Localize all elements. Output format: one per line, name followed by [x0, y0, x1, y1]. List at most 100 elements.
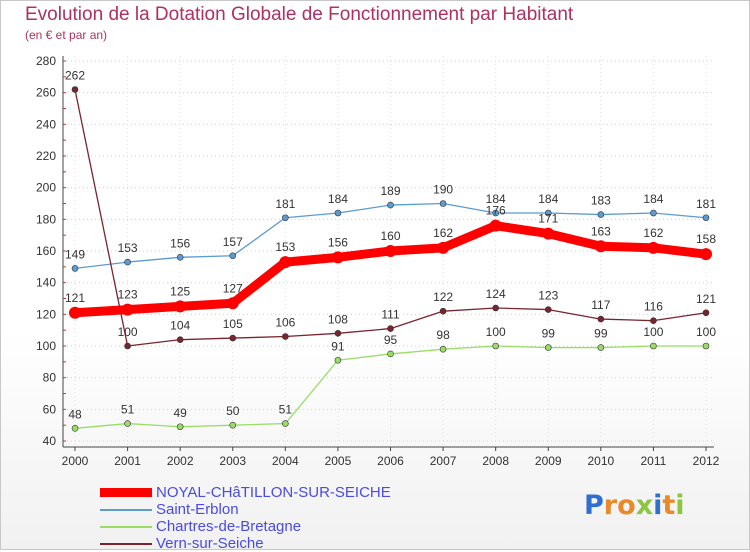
data-point [597, 344, 605, 351]
y-tick-label: 180 [36, 212, 56, 226]
data-point [489, 219, 502, 232]
data-point [384, 245, 397, 257]
data-point [174, 300, 187, 313]
data-label: 98 [436, 328, 450, 342]
legend-swatch [100, 508, 152, 511]
data-point [439, 200, 447, 207]
data-point [437, 241, 450, 254]
data-label: 262 [65, 69, 85, 83]
data-point [650, 317, 657, 324]
data-label: 99 [594, 327, 608, 341]
data-point [544, 209, 552, 217]
data-point [124, 342, 131, 350]
data-label: 121 [65, 291, 85, 305]
data-label: 156 [170, 236, 190, 250]
data-label: 95 [384, 333, 398, 347]
y-tick-label: 220 [36, 149, 56, 163]
data-point [492, 304, 499, 312]
data-label: 125 [170, 284, 190, 298]
data-label: 91 [331, 339, 345, 353]
data-label: 189 [380, 184, 400, 198]
data-point [647, 241, 660, 254]
legend-label: Saint-Erblon [156, 501, 239, 518]
data-label: 163 [591, 224, 611, 238]
data-label: 50 [226, 404, 240, 418]
data-point [544, 344, 552, 351]
data-point [124, 258, 131, 266]
data-point [702, 214, 710, 222]
data-point [439, 307, 447, 315]
data-point [226, 297, 239, 310]
data-label: 100 [643, 325, 663, 339]
x-tick-label: 2003 [219, 454, 246, 468]
data-point [597, 315, 605, 323]
legend-swatch [100, 525, 152, 528]
data-label: 116 [644, 300, 663, 314]
legend-item: Vern-sur-Seiche [100, 535, 391, 552]
data-point [387, 325, 394, 332]
data-point [650, 209, 657, 217]
data-label: 123 [538, 289, 558, 303]
data-point [334, 356, 342, 364]
logo-letter: x [635, 490, 654, 521]
data-point [71, 425, 79, 432]
logo-letter: t [662, 490, 676, 521]
data-point [597, 211, 605, 218]
x-tick-label: 2010 [587, 454, 614, 468]
data-label: 183 [591, 194, 611, 208]
data-label: 51 [121, 403, 135, 417]
data-point [492, 342, 499, 350]
data-point [439, 345, 447, 353]
legend-label: Vern-sur-Seiche [156, 535, 264, 552]
data-point [387, 201, 394, 209]
y-tick-label: 200 [36, 181, 56, 195]
data-label: 108 [328, 312, 348, 326]
logo-letter: i [675, 490, 685, 521]
data-point [700, 248, 712, 261]
data-label: 157 [223, 235, 243, 249]
data-point [176, 254, 184, 261]
data-label: 100 [118, 325, 138, 339]
data-label: 51 [279, 403, 293, 417]
data-point [71, 86, 79, 93]
logo-letter: i [653, 490, 663, 521]
x-tick-label: 2002 [167, 454, 194, 468]
legend-swatch [100, 488, 152, 497]
data-point [334, 330, 342, 337]
y-tick-label: 40 [43, 434, 57, 448]
legend-label: Chartres-de-Bretagne [156, 518, 302, 535]
data-point [124, 420, 131, 427]
data-point [594, 240, 607, 253]
legend-item: NOYAL-CHâTILLON-SUR-SEICHE [100, 484, 391, 501]
data-label: 184 [328, 192, 348, 206]
data-point [331, 251, 344, 264]
x-tick-label: 2009 [535, 454, 562, 468]
x-tick-label: 2007 [430, 454, 457, 468]
y-tick-label: 280 [36, 54, 56, 68]
data-point [121, 303, 134, 316]
data-point [229, 334, 237, 342]
data-point [176, 336, 184, 343]
x-tick-label: 2011 [641, 454, 667, 468]
data-point [334, 209, 342, 217]
x-tick-label: 2006 [377, 454, 404, 468]
data-label: 104 [170, 319, 190, 333]
data-label: 48 [68, 407, 82, 421]
series-line-2 [74, 345, 707, 429]
data-label: 158 [696, 232, 716, 246]
data-label: 162 [433, 226, 453, 240]
y-tick-label: 60 [43, 402, 57, 416]
data-label: 160 [380, 229, 400, 243]
data-label: 100 [486, 325, 506, 339]
data-label: 122 [433, 290, 453, 304]
data-label: 156 [328, 235, 348, 249]
data-label: 176 [486, 204, 506, 218]
data-label: 127 [223, 281, 243, 295]
x-tick-label: 2000 [62, 454, 89, 468]
y-tick-label: 240 [36, 117, 56, 131]
logo-letter: o [617, 490, 636, 521]
data-point [176, 423, 184, 431]
y-tick-label: 260 [36, 86, 56, 100]
